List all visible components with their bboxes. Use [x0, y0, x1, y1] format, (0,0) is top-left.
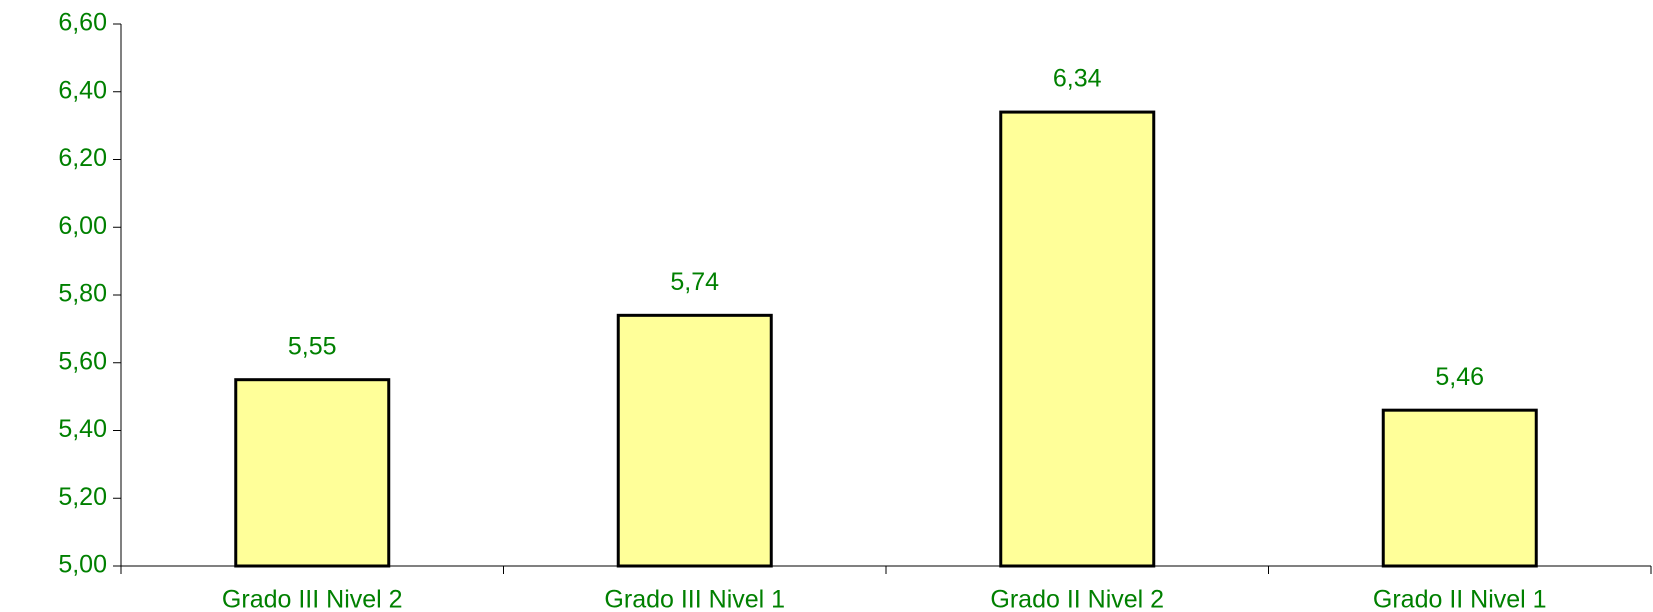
y-tick-label: 6,40 — [58, 76, 107, 104]
y-tick-label: 6,60 — [58, 9, 107, 37]
x-tick-label: Grado II Nivel 1 — [1373, 586, 1547, 612]
bar — [616, 313, 773, 568]
y-tick-label: 6,20 — [58, 144, 107, 172]
bar — [234, 378, 391, 568]
value-label: 5,46 — [1435, 363, 1484, 391]
bar — [1381, 408, 1538, 568]
y-tick-label: 5,00 — [58, 551, 107, 579]
value-label: 5,55 — [288, 332, 337, 360]
y-tick-label: 5,60 — [58, 347, 107, 375]
x-tick-label: Grado III Nivel 2 — [222, 586, 403, 612]
x-tick-label: Grado III Nivel 1 — [604, 586, 785, 612]
y-tick-label: 5,80 — [58, 280, 107, 308]
x-tick-label: Grado II Nivel 2 — [990, 586, 1164, 612]
y-tick-label: 5,40 — [58, 415, 107, 443]
y-tick-label: 6,00 — [58, 212, 107, 240]
value-label: 5,74 — [670, 268, 719, 296]
y-tick-label: 5,20 — [58, 483, 107, 511]
value-label: 6,34 — [1053, 65, 1102, 93]
bar — [999, 110, 1156, 568]
